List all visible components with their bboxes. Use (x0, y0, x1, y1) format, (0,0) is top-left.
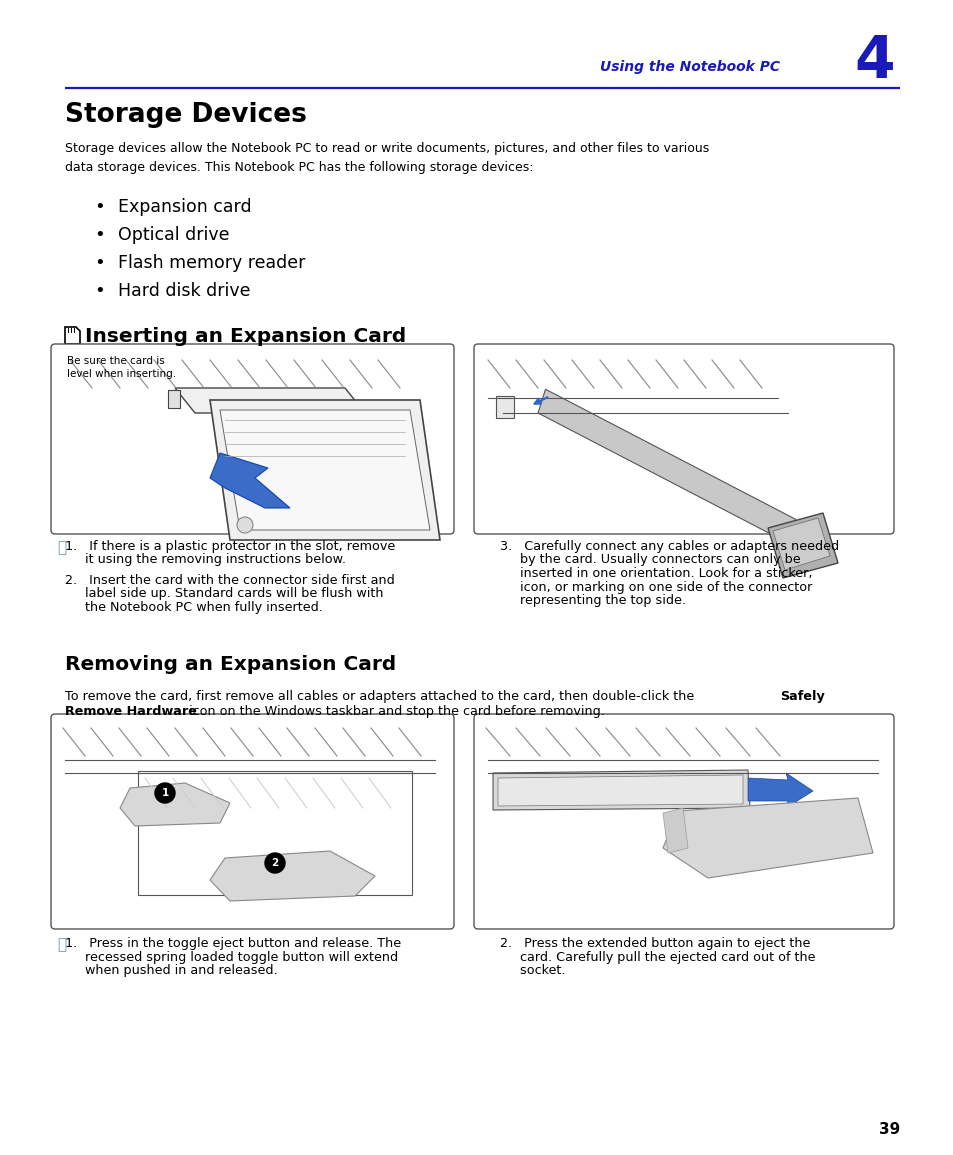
Text: 4: 4 (854, 33, 894, 90)
Text: recessed spring loaded toggle button will extend: recessed spring loaded toggle button wil… (65, 951, 397, 963)
Text: 39: 39 (878, 1122, 899, 1137)
Polygon shape (174, 388, 365, 413)
Polygon shape (662, 808, 687, 854)
Circle shape (265, 854, 285, 873)
Text: 1: 1 (161, 788, 169, 798)
Text: Inserting an Expansion Card: Inserting an Expansion Card (85, 327, 406, 346)
Text: Storage Devices: Storage Devices (65, 102, 307, 128)
Text: 1.   Press in the toggle eject button and release. The: 1. Press in the toggle eject button and … (65, 937, 400, 951)
Text: inserted in one orientation. Look for a sticker,: inserted in one orientation. Look for a … (499, 567, 812, 580)
Polygon shape (65, 327, 80, 344)
Circle shape (154, 783, 174, 803)
Polygon shape (497, 775, 742, 806)
Text: Be sure the card is
level when inserting.: Be sure the card is level when inserting… (67, 356, 176, 379)
FancyBboxPatch shape (51, 714, 454, 929)
Polygon shape (747, 773, 812, 808)
Polygon shape (662, 798, 872, 878)
Text: when pushed in and released.: when pushed in and released. (65, 964, 277, 977)
Text: 3.   Carefully connect any cables or adapters needed: 3. Carefully connect any cables or adapt… (499, 541, 839, 553)
Polygon shape (537, 389, 795, 543)
Text: Expansion card: Expansion card (118, 198, 252, 216)
Text: Optical drive: Optical drive (118, 226, 230, 244)
Text: To remove the card, first remove all cables or adapters attached to the card, th: To remove the card, first remove all cab… (65, 690, 698, 703)
Text: 2.   Press the extended button again to eject the: 2. Press the extended button again to ej… (499, 937, 809, 951)
Text: icon on the Windows taskbar and stop the card before removing.: icon on the Windows taskbar and stop the… (185, 705, 604, 718)
Polygon shape (767, 513, 837, 578)
Text: •: • (94, 226, 105, 244)
Text: Using the Notebook PC: Using the Notebook PC (599, 60, 780, 74)
Text: icon, or marking on one side of the connector: icon, or marking on one side of the conn… (499, 581, 812, 594)
FancyBboxPatch shape (474, 714, 893, 929)
Text: Flash memory reader: Flash memory reader (118, 254, 305, 271)
Text: 1.   If there is a plastic protector in the slot, remove: 1. If there is a plastic protector in th… (65, 541, 395, 553)
Text: the Notebook PC when fully inserted.: the Notebook PC when fully inserted. (65, 601, 322, 614)
Text: Safely: Safely (780, 690, 824, 703)
Text: socket.: socket. (499, 964, 565, 977)
Circle shape (236, 517, 253, 532)
Text: 🖊: 🖊 (57, 541, 66, 556)
Polygon shape (210, 400, 439, 541)
Text: Hard disk drive: Hard disk drive (118, 282, 251, 300)
Polygon shape (210, 851, 375, 901)
Text: 2.   Insert the card with the connector side first and: 2. Insert the card with the connector si… (65, 574, 395, 587)
Text: Remove Hardware: Remove Hardware (65, 705, 196, 718)
Text: 2: 2 (271, 858, 278, 869)
Polygon shape (120, 783, 230, 826)
FancyBboxPatch shape (474, 344, 893, 534)
FancyBboxPatch shape (496, 396, 514, 418)
FancyBboxPatch shape (138, 772, 412, 895)
Text: representing the top side.: representing the top side. (499, 594, 685, 608)
FancyBboxPatch shape (168, 390, 180, 408)
FancyBboxPatch shape (51, 344, 454, 534)
Text: by the card. Usually connectors can only be: by the card. Usually connectors can only… (499, 553, 800, 566)
Text: 🖊: 🖊 (57, 937, 66, 952)
Text: Storage devices allow the Notebook PC to read or write documents, pictures, and : Storage devices allow the Notebook PC to… (65, 142, 708, 174)
Text: •: • (94, 254, 105, 271)
Text: Removing an Expansion Card: Removing an Expansion Card (65, 655, 395, 675)
Text: card. Carefully pull the ejected card out of the: card. Carefully pull the ejected card ou… (499, 951, 815, 963)
Text: label side up. Standard cards will be flush with: label side up. Standard cards will be fl… (65, 588, 383, 601)
Text: •: • (94, 282, 105, 300)
Polygon shape (772, 517, 829, 571)
Text: •: • (94, 198, 105, 216)
Polygon shape (220, 410, 430, 530)
Text: it using the removing instructions below.: it using the removing instructions below… (65, 553, 346, 566)
Polygon shape (210, 453, 290, 508)
Polygon shape (493, 770, 749, 810)
